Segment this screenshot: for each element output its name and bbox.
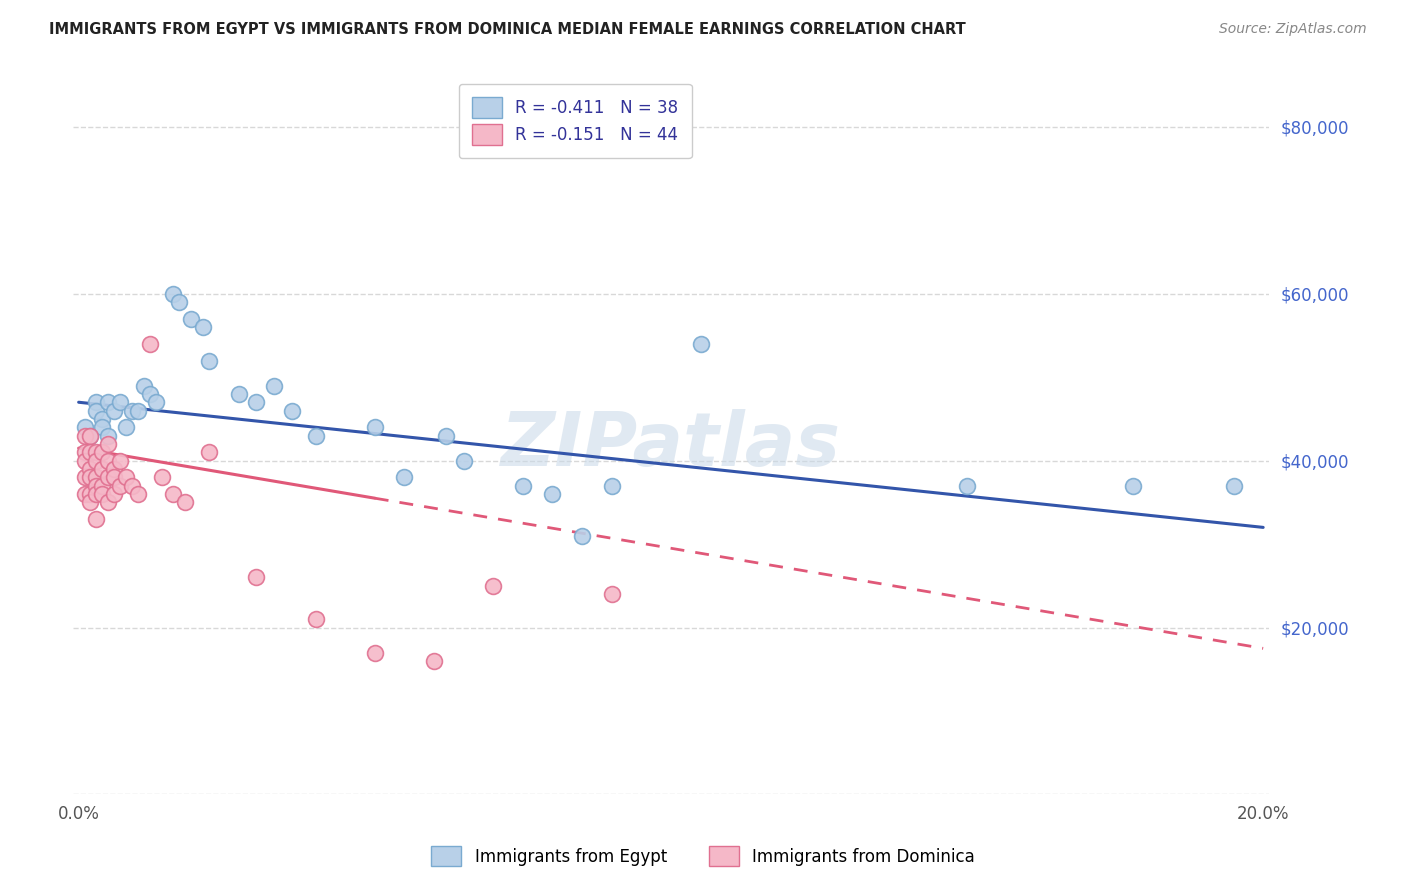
Point <box>97 495 120 509</box>
Point <box>169 295 191 310</box>
Point <box>162 487 184 501</box>
Point <box>108 395 131 409</box>
Point <box>97 470 120 484</box>
Point <box>245 395 267 409</box>
Point <box>423 654 446 668</box>
Point <box>91 412 114 426</box>
Point <box>103 403 125 417</box>
Point <box>91 487 114 501</box>
Point <box>79 470 101 484</box>
Point <box>121 403 143 417</box>
Point <box>127 487 149 501</box>
Point <box>73 445 96 459</box>
Point <box>453 453 475 467</box>
Point <box>162 286 184 301</box>
Point <box>97 453 120 467</box>
Text: ZIPatlas: ZIPatlas <box>501 409 841 483</box>
Point <box>689 336 711 351</box>
Point <box>263 378 285 392</box>
Point <box>198 445 221 459</box>
Point <box>434 428 457 442</box>
Point <box>86 403 108 417</box>
Point <box>97 428 120 442</box>
Point <box>86 395 108 409</box>
Point <box>73 487 96 501</box>
Point <box>956 478 979 492</box>
Point <box>121 478 143 492</box>
Point <box>180 311 202 326</box>
Point <box>91 445 114 459</box>
Point <box>138 387 160 401</box>
Point <box>91 420 114 434</box>
Point <box>86 445 108 459</box>
Point <box>86 487 108 501</box>
Point <box>541 487 564 501</box>
Point <box>228 387 250 401</box>
Point <box>79 445 101 459</box>
Point <box>73 420 96 434</box>
Point <box>73 428 96 442</box>
Point <box>79 462 101 476</box>
Point <box>304 612 326 626</box>
Point <box>174 495 197 509</box>
Point <box>138 336 160 351</box>
Point <box>86 470 108 484</box>
Point <box>79 428 101 442</box>
Point <box>600 478 623 492</box>
Point <box>127 403 149 417</box>
Point <box>115 470 138 484</box>
Point <box>115 420 138 434</box>
Point <box>191 320 214 334</box>
Point <box>394 470 416 484</box>
Point <box>73 470 96 484</box>
Point <box>145 395 167 409</box>
Point <box>1122 478 1144 492</box>
Point <box>482 579 505 593</box>
Point <box>79 428 101 442</box>
Point <box>103 462 125 476</box>
Point <box>364 420 387 434</box>
Point <box>1222 478 1244 492</box>
Point <box>103 470 125 484</box>
Point <box>97 437 120 451</box>
Point <box>91 462 114 476</box>
Point <box>91 478 114 492</box>
Point <box>86 478 108 492</box>
Point <box>86 512 108 526</box>
Point <box>364 646 387 660</box>
Legend: R = -0.411   N = 38, R = -0.151   N = 44: R = -0.411 N = 38, R = -0.151 N = 44 <box>458 84 692 158</box>
Point <box>512 478 534 492</box>
Point <box>79 495 101 509</box>
Point <box>281 403 304 417</box>
Point <box>571 529 593 543</box>
Point <box>79 487 101 501</box>
Text: IMMIGRANTS FROM EGYPT VS IMMIGRANTS FROM DOMINICA MEDIAN FEMALE EARNINGS CORRELA: IMMIGRANTS FROM EGYPT VS IMMIGRANTS FROM… <box>49 22 966 37</box>
Point <box>600 587 623 601</box>
Point <box>245 570 267 584</box>
Point <box>150 470 173 484</box>
Text: Source: ZipAtlas.com: Source: ZipAtlas.com <box>1219 22 1367 37</box>
Point <box>304 428 326 442</box>
Point <box>108 478 131 492</box>
Point <box>97 395 120 409</box>
Point <box>198 353 221 368</box>
Point <box>73 453 96 467</box>
Point <box>103 487 125 501</box>
Legend: Immigrants from Egypt, Immigrants from Dominica: Immigrants from Egypt, Immigrants from D… <box>425 839 981 873</box>
Point <box>108 453 131 467</box>
Point <box>86 453 108 467</box>
Point <box>132 378 155 392</box>
